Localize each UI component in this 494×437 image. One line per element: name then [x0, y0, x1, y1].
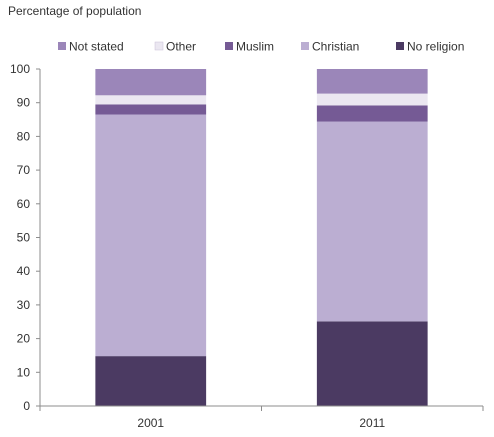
bar-segment-not-stated-2001: [95, 69, 207, 96]
y-tick-label: 20: [17, 332, 31, 346]
legend-label-other: Other: [166, 40, 196, 54]
bar-segment-other-2011: [316, 93, 428, 106]
bar-segment-muslim-2001: [95, 104, 207, 115]
x-tick-label-2001: 2001: [137, 416, 164, 430]
legend-label-muslim: Muslim: [236, 40, 274, 54]
y-tick-label: 40: [17, 264, 31, 278]
legend-swatch-no-religion: [396, 42, 404, 50]
y-tick-label: 70: [17, 163, 31, 177]
y-tick-label: 10: [17, 365, 31, 379]
y-tick-label: 90: [17, 96, 31, 110]
y-tick-label: 0: [23, 399, 30, 413]
bar-segment-not-stated-2011: [316, 69, 428, 94]
legend-swatch-other: [154, 41, 164, 51]
y-tick-label: 60: [17, 197, 31, 211]
bars: [95, 69, 428, 406]
y-tick-label: 100: [10, 62, 30, 76]
bar-segment-christian-2001: [95, 114, 207, 357]
y-axis-title: Percentage of population: [8, 4, 141, 18]
bar-segment-christian-2011: [316, 121, 428, 322]
x-tick-label-2011: 2011: [359, 416, 385, 430]
legend-label-not-stated: Not stated: [69, 40, 124, 54]
bar-segment-muslim-2011: [316, 105, 428, 122]
legend-swatch-christian: [301, 42, 309, 50]
legend-label-no-religion: No religion: [407, 40, 464, 54]
legend-swatch-not-stated: [58, 42, 66, 50]
y-tick-label: 80: [17, 129, 31, 143]
bar-segment-other-2001: [95, 95, 207, 105]
legend-label-christian: Christian: [312, 40, 359, 54]
y-tick-label: 30: [17, 298, 31, 312]
bar-segment-no-religion-2011: [316, 321, 428, 406]
y-tick-label: 50: [17, 231, 31, 245]
bar-segment-no-religion-2001: [95, 356, 207, 406]
legend-swatch-muslim: [225, 42, 233, 50]
legend: Not stated Other Muslim Christian No religio…: [58, 40, 464, 54]
axes: 0 10 20 30 40 50 60 70 80 90 100 2001 2011: [10, 62, 484, 430]
